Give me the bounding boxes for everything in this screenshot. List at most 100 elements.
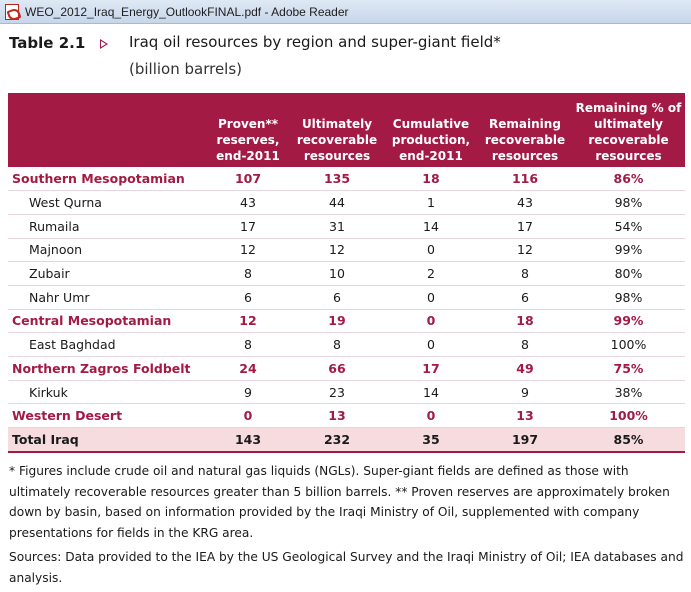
table-cell: 8 xyxy=(206,332,290,357)
table-number: Table 2.1 xyxy=(9,34,86,52)
column-header-1: Proven** reserves, end-2011 xyxy=(206,93,290,167)
table-cell: 14 xyxy=(384,214,478,239)
table-cell: 31 xyxy=(290,214,384,239)
field-row: Majnoon 12 12 0 12 99% xyxy=(8,238,685,263)
window-titlebar[interactable]: WEO_2012_Iraq_Energy_OutlookFINAL.pdf - … xyxy=(0,0,691,24)
column-header-5: Remaining % of ultimately recoverable re… xyxy=(572,93,685,167)
table-cell: 86% xyxy=(572,167,685,192)
table-cell: 75% xyxy=(572,356,685,381)
oil-resources-table: Proven** reserves, end-2011 Ultimately re… xyxy=(8,93,685,453)
table-cell: 66 xyxy=(290,356,384,381)
table-cell: 80% xyxy=(572,261,685,286)
pdf-icon xyxy=(5,3,19,20)
row-label: Zubair xyxy=(8,261,206,286)
table-cell: 17 xyxy=(478,214,572,239)
row-label: West Qurna xyxy=(8,190,206,215)
row-label: Kirkuk xyxy=(8,380,206,405)
table-cell: 232 xyxy=(290,427,384,453)
table-cell: 9 xyxy=(206,380,290,405)
table-cell: 99% xyxy=(572,309,685,334)
table-cell: 100% xyxy=(572,403,685,429)
table-cell: 44 xyxy=(290,190,384,215)
table-cell: 100% xyxy=(572,332,685,357)
table-cell: 8 xyxy=(478,332,572,357)
table-cell: 8 xyxy=(478,261,572,286)
table-units: (billion barrels) xyxy=(129,60,243,78)
table-cell: 0 xyxy=(384,403,478,429)
table-cell: 13 xyxy=(290,403,384,429)
table-footnote: * Figures include crude oil and natural … xyxy=(9,464,670,540)
window-title: WEO_2012_Iraq_Energy_OutlookFINAL.pdf - … xyxy=(25,4,349,19)
table-cell: 197 xyxy=(478,427,572,453)
table-cell: 54% xyxy=(572,214,685,239)
table-cell: 23 xyxy=(290,380,384,405)
field-row: Rumaila 17 31 14 17 54% xyxy=(8,214,685,239)
field-row: Nahr Umr 6 6 0 6 98% xyxy=(8,285,685,310)
total-row: Total Iraq 143 232 35 197 85% xyxy=(8,427,685,453)
table-cell: 0 xyxy=(384,238,478,263)
table-heading: Table 2.1 Iraq oil resources by region a… xyxy=(9,30,684,82)
table-title: Iraq oil resources by region and super-g… xyxy=(129,33,501,51)
table-cell: 9 xyxy=(478,380,572,405)
table-cell: 38% xyxy=(572,380,685,405)
table-cell: 19 xyxy=(290,309,384,334)
row-label: Total Iraq xyxy=(8,427,206,453)
row-label: Rumaila xyxy=(8,214,206,239)
row-label: Majnoon xyxy=(8,238,206,263)
table-cell: 35 xyxy=(384,427,478,453)
table-body: Southern Mesopotamian 107 135 18 116 86% West … xyxy=(8,167,685,453)
field-row: Zubair 8 10 2 8 80% xyxy=(8,261,685,286)
region-row: Central Mesopotamian 12 19 0 18 99% xyxy=(8,309,685,334)
table-cell: 99% xyxy=(572,238,685,263)
table-cell: 107 xyxy=(206,167,290,192)
row-label: Northern Zagros Foldbelt xyxy=(8,356,206,381)
table-cell: 17 xyxy=(384,356,478,381)
table-cell: 24 xyxy=(206,356,290,381)
table-header-row: Proven** reserves, end-2011 Ultimately re… xyxy=(8,93,685,167)
table-cell: 43 xyxy=(206,190,290,215)
table-cell: 6 xyxy=(206,285,290,310)
triangle-right-icon xyxy=(100,39,108,49)
table-cell: 18 xyxy=(384,167,478,192)
column-header-4: Remaining recoverable resources xyxy=(478,93,572,167)
row-label: East Baghdad xyxy=(8,332,206,357)
row-label: Nahr Umr xyxy=(8,285,206,310)
table-cell: 49 xyxy=(478,356,572,381)
field-row: Kirkuk 9 23 14 9 38% xyxy=(8,380,685,405)
table-cell: 6 xyxy=(290,285,384,310)
table-cell: 98% xyxy=(572,190,685,215)
column-header-2: Ultimately recoverable resources xyxy=(290,93,384,167)
table-cell: 8 xyxy=(290,332,384,357)
table-cell: 0 xyxy=(206,403,290,429)
table-cell: 0 xyxy=(384,309,478,334)
table-cell: 135 xyxy=(290,167,384,192)
table-cell: 0 xyxy=(384,285,478,310)
field-row: East Baghdad 8 8 0 8 100% xyxy=(8,332,685,357)
table-cell: 12 xyxy=(478,238,572,263)
table-cell: 98% xyxy=(572,285,685,310)
row-label: Western Desert xyxy=(8,403,206,429)
table-cell: 85% xyxy=(572,427,685,453)
table-cell: 2 xyxy=(384,261,478,286)
table-cell: 17 xyxy=(206,214,290,239)
table-cell: 143 xyxy=(206,427,290,453)
table-cell: 0 xyxy=(384,332,478,357)
table-cell: 1 xyxy=(384,190,478,215)
row-label: Central Mesopotamian xyxy=(8,309,206,334)
column-header-name xyxy=(8,93,206,167)
table-cell: 12 xyxy=(206,309,290,334)
row-label: Southern Mesopotamian xyxy=(8,167,206,192)
region-row: Northern Zagros Foldbelt 24 66 17 49 75% xyxy=(8,356,685,381)
field-row: West Qurna 43 44 1 43 98% xyxy=(8,190,685,215)
table-cell: 43 xyxy=(478,190,572,215)
table-cell: 116 xyxy=(478,167,572,192)
table-cell: 18 xyxy=(478,309,572,334)
table-cell: 8 xyxy=(206,261,290,286)
table-cell: 12 xyxy=(290,238,384,263)
table-cell: 10 xyxy=(290,261,384,286)
table-cell: 12 xyxy=(206,238,290,263)
table-cell: 14 xyxy=(384,380,478,405)
table-cell: 13 xyxy=(478,403,572,429)
table-sources: Sources: Data provided to the IEA by the… xyxy=(9,550,684,585)
region-row: Southern Mesopotamian 107 135 18 116 86% xyxy=(8,167,685,192)
